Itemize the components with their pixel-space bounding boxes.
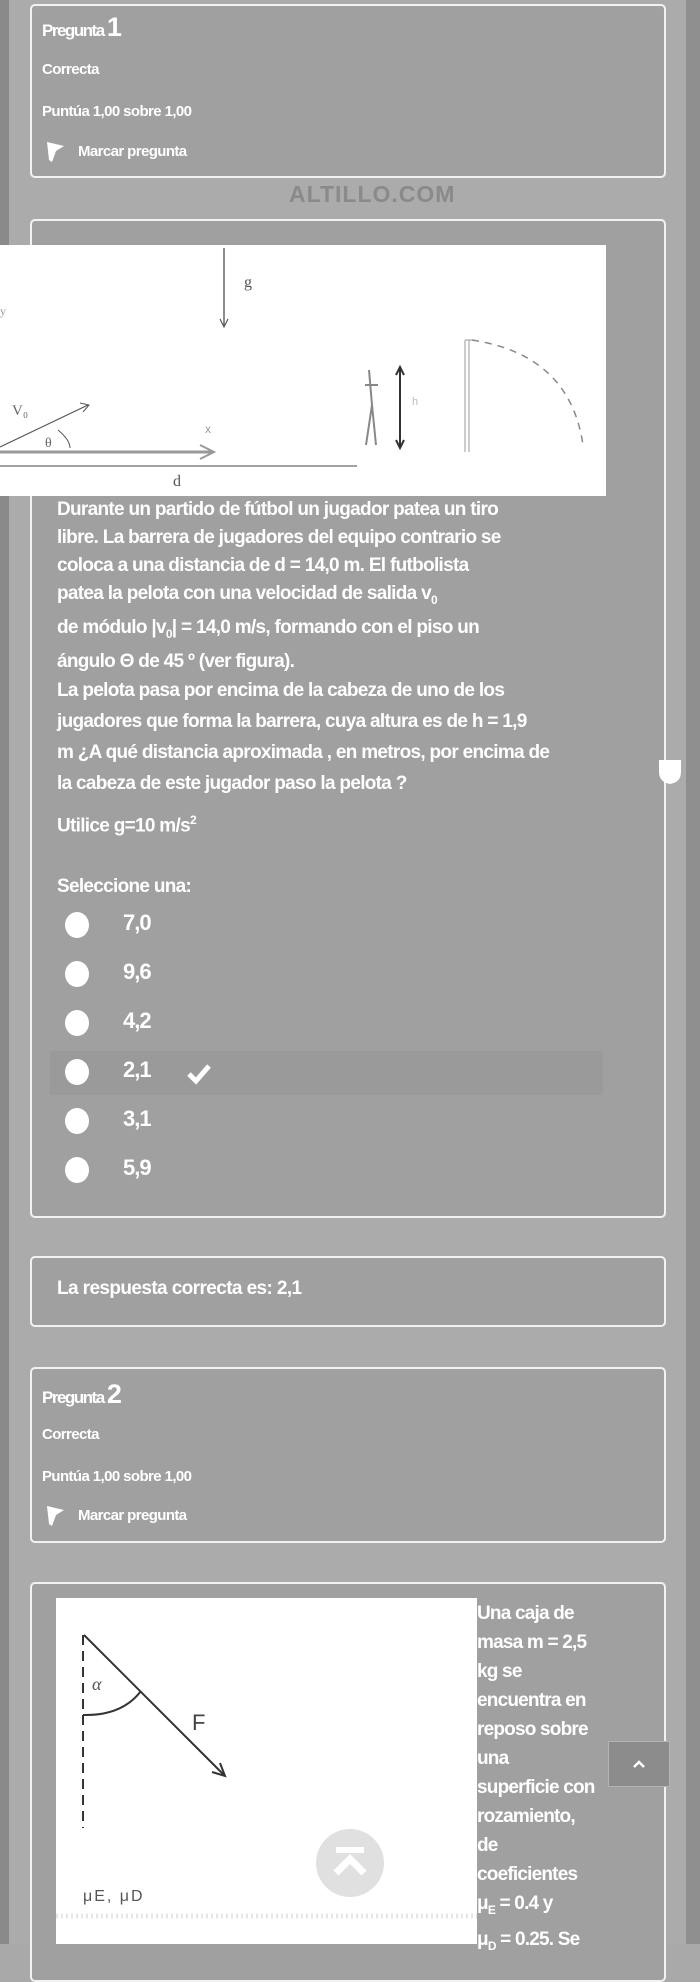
text-line: reposo sobre xyxy=(477,1719,589,1740)
text-line: kg se xyxy=(477,1661,522,1682)
left-edge xyxy=(0,0,9,1944)
text-line: de xyxy=(477,1835,498,1856)
text-span: μ xyxy=(477,1928,489,1950)
flag-icon xyxy=(47,1506,64,1526)
radio-button[interactable] xyxy=(65,1157,89,1183)
theta-label: θ xyxy=(45,436,52,451)
watermark: ALTILLO.COM xyxy=(289,181,456,207)
gravity-note: Utilice g=10 m/s2 xyxy=(57,806,617,840)
text-span: Utilice g=10 m/s xyxy=(57,815,191,837)
correct-answer-text: La respuesta correcta es: 2,1 xyxy=(57,1278,302,1299)
select-prompt: Seleccione una: xyxy=(57,876,192,897)
option-label[interactable]: 9,6 xyxy=(123,959,152,984)
text-line: m ¿A qué distancia aproximada , en metro… xyxy=(57,742,550,763)
question2-lines: Una caja de masa m = 2,5 kg se encuentra en… xyxy=(477,1599,595,1889)
text-line: Una caja de xyxy=(477,1603,575,1624)
alpha-label: α xyxy=(92,1674,102,1694)
player-figure xyxy=(365,369,378,446)
feedback-box: La respuesta correcta es: 2,1 xyxy=(30,1256,666,1327)
option-label[interactable]: 5,9 xyxy=(123,1155,152,1180)
text-line: superficie con xyxy=(477,1777,595,1798)
text-span: de módulo |v xyxy=(57,616,167,638)
superscript: 2 xyxy=(189,813,197,827)
question1-paragraph2: La pelota pasa por encima de la cabeza d… xyxy=(57,675,617,799)
subscript: D xyxy=(487,1938,497,1953)
text-span: μ xyxy=(477,1893,489,1914)
text-line: patea la pelota con una velocidad de sal… xyxy=(57,580,617,614)
arrow-to-top-icon xyxy=(333,1847,367,1876)
option-label[interactable]: 2,1 xyxy=(123,1057,152,1082)
text-line: μD = 0.25. Se xyxy=(477,1925,595,1961)
projectile-figure: g y V₀ θ x d h xyxy=(0,245,606,496)
text-line: jugadores que forma la barrera, cuya alt… xyxy=(57,711,527,732)
question2-grade: Puntúa 1,00 sobre 1,00 xyxy=(42,1468,192,1485)
radio-button[interactable] xyxy=(65,1108,89,1134)
question1-paragraph1: Durante un partido de fútbol un jugador … xyxy=(57,496,617,676)
text-span: patea la pelota con una velocidad de sal… xyxy=(57,583,432,604)
text-line: libre. La barrera de jugadores del equip… xyxy=(57,527,501,548)
text-line: la cabeza de este jugador paso la pelota… xyxy=(57,773,407,794)
friction-coefficients-label: μE, μD xyxy=(83,1888,145,1905)
text-line: μE = 0.4 y xyxy=(477,1889,595,1925)
x-label: x xyxy=(205,422,211,436)
text-span: | = 14,0 m/s, formando con el piso un xyxy=(171,616,480,638)
chevron-up-icon xyxy=(633,1760,645,1768)
radio-button[interactable] xyxy=(65,961,89,987)
option-label[interactable]: 4,2 xyxy=(123,1008,152,1033)
text-line: La pelota pasa por encima de la cabeza d… xyxy=(57,680,505,701)
question-word: Pregunta xyxy=(42,21,105,40)
option-label[interactable]: 3,1 xyxy=(123,1106,152,1131)
question1-grade: Puntúa 1,00 sobre 1,00 xyxy=(42,103,192,120)
bookmark-icon[interactable] xyxy=(657,760,683,784)
subscript: E xyxy=(487,1902,496,1917)
back-to-top-button[interactable] xyxy=(316,1829,384,1897)
question1-title: Pregunta 1 xyxy=(42,12,122,43)
force-figure: α F μE, μD xyxy=(56,1598,477,1944)
radio-button[interactable] xyxy=(65,1010,89,1036)
question-word: Pregunta xyxy=(42,1388,105,1407)
text-line: coeficientes xyxy=(477,1864,578,1885)
y-label: y xyxy=(0,304,6,318)
correct-option-highlight xyxy=(50,1051,603,1095)
right-edge xyxy=(686,0,700,1944)
h-label: h xyxy=(412,396,418,408)
question2-state: Correcta xyxy=(42,1426,100,1443)
question-number: 1 xyxy=(106,12,122,42)
text-line: de módulo |v0| = 14,0 m/s, formando con … xyxy=(57,614,617,648)
g-label: g xyxy=(244,274,252,291)
text-line: ángulo Θ de 45 º (ver figura). xyxy=(57,650,295,672)
radio-button[interactable] xyxy=(65,912,89,938)
text-span: = 0.25. Se xyxy=(495,1928,580,1950)
text-line: una xyxy=(477,1748,509,1769)
question2-info: Pregunta 2 Correcta Puntúa 1,00 sobre 1,… xyxy=(30,1367,666,1543)
text-line: encuentra en xyxy=(477,1690,586,1711)
v0-label: V₀ xyxy=(12,403,28,419)
question2-title: Pregunta 2 xyxy=(42,1379,122,1410)
subscript: 0 xyxy=(430,592,438,607)
text-span: = 0.4 y xyxy=(495,1893,554,1914)
question1-state: Correcta xyxy=(42,61,100,78)
d-label: d xyxy=(173,473,181,490)
question2-text: Una caja de masa m = 2,5 kg se encuentra en… xyxy=(477,1599,595,1961)
text-line: masa m = 2,5 xyxy=(477,1632,587,1653)
text-line: Durante un partido de fútbol un jugador … xyxy=(57,499,499,520)
flag-icon xyxy=(47,142,64,162)
radio-button[interactable] xyxy=(65,1059,89,1085)
force-label: F xyxy=(192,1710,205,1735)
text-line: coloca a una distancia de d = 14,0 m. El… xyxy=(57,555,469,576)
question-number: 2 xyxy=(106,1379,122,1409)
subscript: 0 xyxy=(165,626,173,641)
flag-label: Marcar pregunta xyxy=(78,143,187,160)
option-label[interactable]: 7,0 xyxy=(123,910,152,935)
correct-check-icon xyxy=(187,1064,211,1085)
flag-label: Marcar pregunta xyxy=(78,1507,187,1524)
scroll-top-button[interactable] xyxy=(608,1741,670,1787)
question1-info: Pregunta 1 Correcta Puntúa 1,00 sobre 1,… xyxy=(30,4,666,178)
text-line: rozamiento, xyxy=(477,1806,576,1827)
